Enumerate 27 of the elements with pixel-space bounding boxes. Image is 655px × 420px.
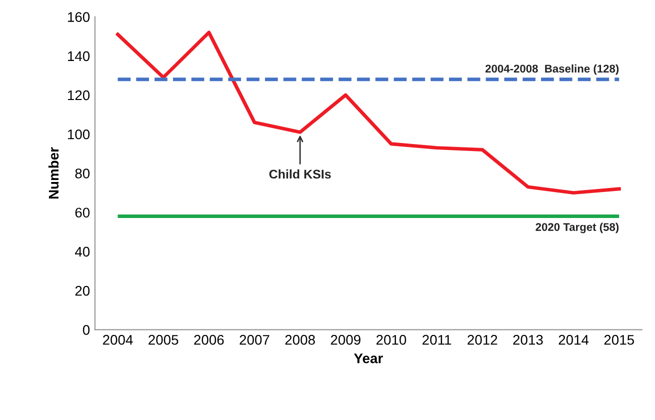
x-tick-label: 2009 [330, 334, 360, 345]
x-tick-label: 2015 [604, 334, 634, 345]
x-axis-title: Year [354, 354, 383, 364]
y-tick-label: 40 [74, 246, 90, 257]
y-tick-label: 120 [68, 90, 90, 100]
y-tick-label: 80 [75, 168, 90, 178]
y-tick-label: 140 [68, 51, 90, 62]
x-tick-label: 2011 [422, 334, 452, 345]
x-tick-label: 2004 [103, 334, 133, 345]
x-tick-label: 2006 [194, 334, 224, 345]
x-tick-label: 2007 [240, 334, 270, 345]
y-tick-label: 20 [75, 286, 90, 296]
y-tick-label: 160 [68, 12, 90, 22]
y-axis-title: Number [48, 147, 59, 199]
y-tick-label: 60 [75, 208, 90, 218]
ref-line-label: 2004-2008 Baseline (128) [485, 64, 619, 75]
x-tick-label: 2008 [285, 334, 315, 345]
x-tick-label: 2012 [468, 334, 498, 345]
annotation: Child KSIs [269, 169, 331, 179]
x-tick-label: 2010 [376, 334, 406, 345]
x-tick-label: 2013 [513, 334, 543, 345]
x-tick-label: 2014 [558, 334, 589, 345]
x-tick-label: 2005 [148, 334, 178, 345]
line-series [116, 30, 621, 195]
ref-line-label: 2020 Target (58) [536, 222, 619, 234]
y-tick-label: 100 [68, 129, 90, 140]
y-tick-label: 0 [82, 325, 90, 335]
